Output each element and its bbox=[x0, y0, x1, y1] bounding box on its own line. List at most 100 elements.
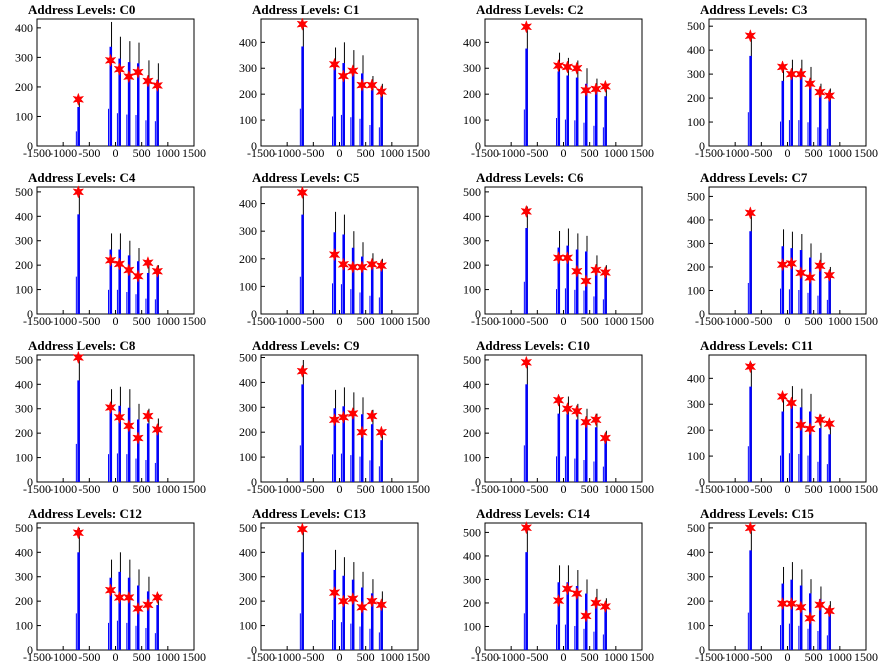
y-tick-label: 100 bbox=[687, 619, 705, 633]
x-tick-label: 1000 bbox=[604, 146, 628, 160]
y-tick-label: 100 bbox=[463, 451, 481, 465]
peak-marker bbox=[104, 400, 117, 415]
y-tick-label: 300 bbox=[463, 572, 481, 586]
peak-marker bbox=[804, 76, 816, 91]
y-tick-label: 0 bbox=[699, 307, 705, 321]
peak-marker bbox=[337, 594, 350, 608]
peak-marker bbox=[122, 419, 135, 433]
peak-marker bbox=[375, 598, 388, 612]
y-tick-label: 300 bbox=[463, 234, 481, 248]
y-tick-label: 500 bbox=[463, 353, 481, 367]
y-tick-label: 100 bbox=[687, 449, 705, 463]
peak-marker bbox=[561, 401, 574, 416]
data-bar bbox=[127, 407, 131, 482]
x-tick-label: 0 bbox=[561, 146, 567, 160]
y-tick-label: 0 bbox=[251, 139, 257, 153]
x-tick-label: 1500 bbox=[406, 146, 430, 160]
x-tick-label: -1000 bbox=[497, 650, 525, 664]
x-tick-label: 1000 bbox=[604, 482, 628, 496]
y-tick-label: 0 bbox=[699, 643, 705, 657]
data-bar bbox=[790, 579, 793, 650]
data-bar bbox=[127, 577, 131, 650]
peak-marker bbox=[570, 586, 583, 601]
data-bar bbox=[781, 246, 785, 314]
data-bar bbox=[77, 380, 80, 482]
x-tick-label: -500 bbox=[302, 650, 324, 664]
y-tick-label: 100 bbox=[15, 283, 33, 297]
peak-marker bbox=[356, 425, 368, 439]
peak-marker bbox=[552, 393, 565, 407]
peak-marker bbox=[794, 67, 807, 81]
y-tick-label: 100 bbox=[15, 619, 33, 633]
x-tick-label: -500 bbox=[526, 314, 548, 328]
x-tick-label: 1500 bbox=[630, 650, 654, 664]
data-bar bbox=[557, 582, 561, 650]
x-tick-label: -1500 bbox=[23, 650, 51, 664]
y-tick-label: 0 bbox=[27, 475, 33, 489]
peak-marker bbox=[375, 425, 388, 439]
x-tick-label: 1500 bbox=[406, 482, 430, 496]
x-tick-label: -1500 bbox=[247, 314, 275, 328]
chart-panel-c5: Address Levels: C5 0 100 200 300 400 -1500 -100… bbox=[224, 168, 448, 336]
data-bar bbox=[146, 423, 150, 482]
x-tick-label: -1500 bbox=[471, 314, 499, 328]
chart-title: Address Levels: C4 bbox=[28, 170, 136, 185]
x-tick-label: -1500 bbox=[23, 146, 51, 160]
y-tick-label: 0 bbox=[475, 643, 481, 657]
peak-marker bbox=[785, 256, 798, 271]
data-bar bbox=[828, 610, 831, 650]
y-tick-label: 500 bbox=[463, 525, 481, 539]
chart-panel-c0: Address Levels: C0 0 100 200 300 400 -1500 -100… bbox=[0, 0, 224, 168]
y-tick-label: 200 bbox=[15, 426, 33, 440]
chart-panel-c4: Address Levels: C4 0 100 200 300 400 500 -1500-… bbox=[0, 168, 224, 336]
y-tick-label: 400 bbox=[15, 545, 33, 559]
y-tick-label: 0 bbox=[475, 139, 481, 153]
peak-marker bbox=[580, 274, 592, 288]
peak-marker bbox=[296, 364, 309, 378]
peak-marker bbox=[520, 204, 533, 219]
data-bar bbox=[351, 69, 355, 146]
peak-marker bbox=[72, 92, 85, 107]
peak-marker bbox=[570, 404, 583, 418]
chart-title: Address Levels: C10 bbox=[476, 338, 590, 353]
x-tick-label: -500 bbox=[302, 146, 324, 160]
data-bar bbox=[525, 48, 528, 147]
y-tick-label: 400 bbox=[687, 371, 705, 385]
peak-marker bbox=[113, 257, 126, 271]
y-tick-label: 200 bbox=[15, 594, 33, 608]
peak-marker bbox=[337, 257, 350, 272]
plot-frame bbox=[260, 522, 419, 651]
data-bar bbox=[585, 83, 588, 146]
y-tick-label: 500 bbox=[15, 521, 33, 535]
y-tick-label: 300 bbox=[239, 224, 257, 238]
data-bar bbox=[557, 71, 561, 146]
data-bar bbox=[781, 80, 785, 146]
data-bar bbox=[566, 582, 569, 650]
y-tick-label: 300 bbox=[463, 61, 481, 75]
x-tick-label: 0 bbox=[337, 482, 343, 496]
peak-marker bbox=[151, 422, 164, 437]
data-bar bbox=[525, 552, 528, 650]
plot-frame bbox=[36, 522, 195, 651]
x-tick-label: -500 bbox=[78, 146, 100, 160]
x-tick-label: -1500 bbox=[23, 314, 51, 328]
plot-frame bbox=[708, 18, 867, 147]
data-bar bbox=[301, 46, 304, 147]
peak-marker bbox=[590, 596, 602, 610]
plot-frame bbox=[708, 522, 867, 651]
peak-marker bbox=[520, 520, 533, 535]
data-bar bbox=[799, 585, 803, 650]
peak-marker bbox=[552, 593, 565, 608]
chart-title: Address Levels: C13 bbox=[252, 506, 366, 521]
chart-panel-c3: Address Levels: C3 0 100 200 300 400 500 -1500-… bbox=[672, 0, 896, 168]
data-bar bbox=[342, 234, 345, 314]
peak-marker bbox=[744, 206, 757, 220]
chart-panel-c9: Address Levels: C9 0 100 200 300 400 500 -1500-… bbox=[224, 336, 448, 504]
peak-marker bbox=[744, 521, 757, 535]
y-tick-label: 300 bbox=[239, 61, 257, 75]
x-tick-label: 0 bbox=[113, 482, 119, 496]
x-tick-label: 0 bbox=[561, 314, 567, 328]
data-bar bbox=[380, 96, 383, 146]
y-tick-label: 500 bbox=[239, 521, 257, 535]
